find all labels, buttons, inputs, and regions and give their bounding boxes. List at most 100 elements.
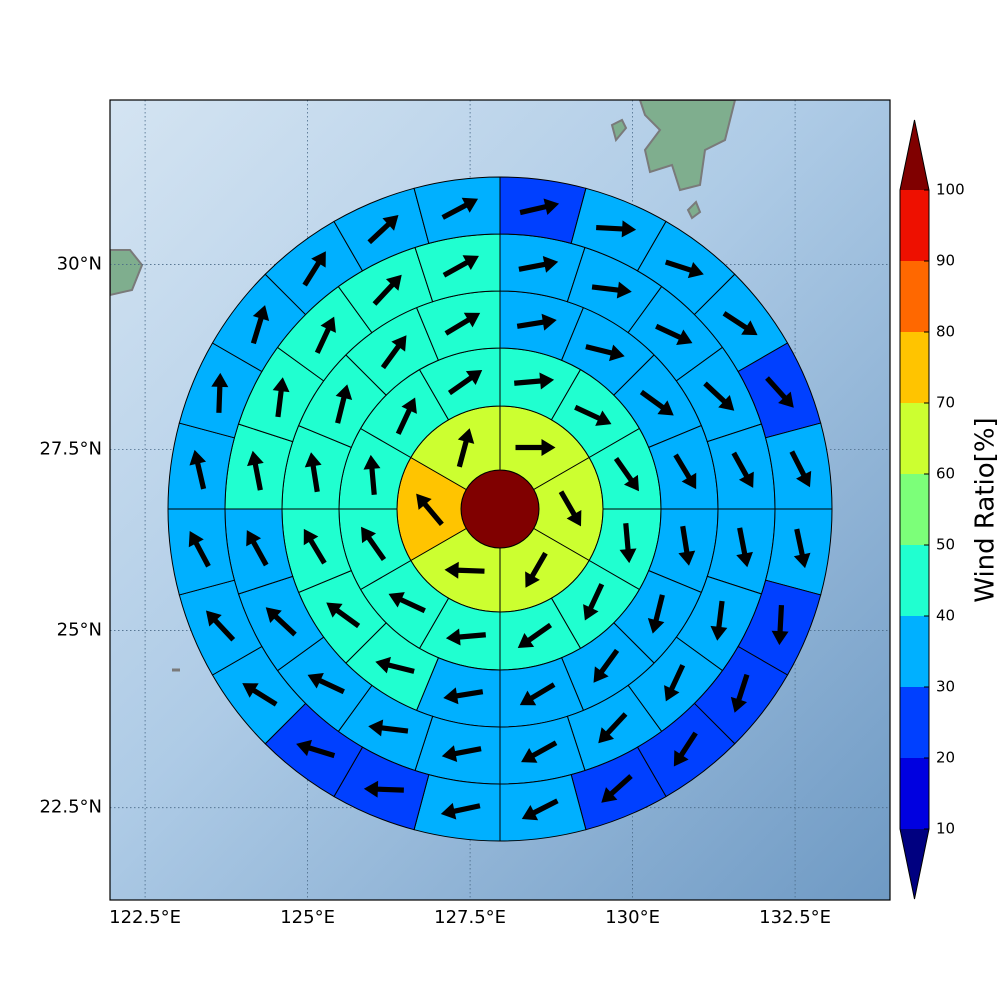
wind-arrow — [442, 255, 479, 278]
colorbar-extend-min — [900, 829, 929, 899]
wind-arrow — [416, 493, 444, 526]
wind-arrow — [736, 527, 753, 568]
colorbar-tick-label: 40 — [936, 607, 955, 625]
colorbar-segment — [900, 261, 929, 332]
wind-arrow — [444, 561, 485, 579]
colorbar-tick-label: 50 — [936, 536, 955, 554]
wind-arrow — [619, 523, 637, 564]
polar-grid — [167, 176, 833, 842]
wind-arrow — [205, 610, 236, 642]
wind-arrow — [211, 372, 229, 413]
wind-arrow — [664, 259, 704, 279]
wind-arrow — [593, 648, 620, 683]
wind-arrow — [242, 683, 278, 707]
colorbar-extend-max — [900, 120, 929, 190]
wind-arrow — [673, 731, 698, 767]
wind-arrow — [613, 456, 639, 492]
wind-arrow — [583, 583, 605, 621]
wind-arrow — [521, 740, 558, 763]
colorbar-tick-label: 80 — [936, 323, 955, 341]
colorbar-segment — [900, 190, 929, 261]
wind-arrow — [247, 450, 264, 491]
wind-arrow — [519, 682, 556, 706]
wind-arrow — [441, 197, 479, 220]
wind-arrow — [591, 281, 632, 299]
wind-arrow — [447, 370, 483, 396]
x-tick-label: 130°E — [605, 907, 660, 928]
colorbar-segment — [900, 616, 929, 687]
wind-arrow — [518, 256, 559, 273]
wind-arrow — [246, 530, 269, 567]
wind-arrow — [188, 530, 211, 568]
wind-arrow — [558, 490, 582, 527]
wind-arrow — [596, 220, 637, 238]
grid-cell — [765, 508, 833, 596]
wind-arrow — [703, 381, 735, 411]
colorbar-segment — [900, 332, 929, 403]
colorbar-segment — [900, 545, 929, 616]
wind-arrow — [302, 251, 326, 287]
colorbar-segment — [900, 758, 929, 829]
y-tick-label: 22.5°N — [39, 797, 102, 818]
wind-arrow — [361, 526, 387, 562]
wind-arrow — [367, 214, 399, 245]
wind-arrow — [445, 628, 486, 646]
wind-arrow — [303, 528, 327, 565]
wind-arrow — [272, 377, 290, 418]
wind-arrow — [250, 305, 270, 345]
wind-arrow — [655, 323, 693, 345]
y-tick-label: 30°N — [57, 253, 102, 274]
wind-arrow — [372, 274, 402, 306]
wind-arrow — [380, 335, 407, 370]
colorbar-tick-label: 100 — [936, 181, 965, 199]
wind-arrow — [189, 449, 207, 490]
wind-arrow — [296, 739, 336, 759]
wind-arrow — [456, 428, 475, 468]
wind-arrow — [519, 198, 560, 216]
colorbar-label: Wind Ratio[%] — [971, 417, 1000, 602]
wind-arrow — [765, 376, 794, 408]
wind-arrow — [335, 384, 353, 424]
wind-arrow — [375, 656, 415, 674]
wind-arrow — [521, 798, 559, 821]
grid-cell — [499, 176, 587, 244]
wind-arrow — [314, 316, 336, 354]
x-tick-label: 122.5°E — [109, 907, 181, 928]
wind-arrows — [188, 197, 812, 821]
wind-arrow — [664, 664, 686, 702]
wind-arrow — [789, 450, 812, 488]
colorbar-segment — [900, 474, 929, 545]
x-tick-label: 125°E — [280, 907, 335, 928]
wind-arrow — [304, 452, 322, 493]
colorbar-tick-label: 90 — [936, 252, 955, 270]
wind-arrow — [265, 607, 297, 637]
colorbar-tick-label: 70 — [936, 394, 955, 412]
y-tick-label: 27.5°N — [39, 439, 102, 460]
colorbar-tick-label: 30 — [936, 678, 955, 696]
wind-arrow — [793, 528, 811, 569]
wind-arrow — [585, 344, 625, 362]
wind-arrow — [601, 774, 633, 803]
colorbar-segment — [900, 687, 929, 758]
wind-arrow — [517, 622, 553, 648]
wind-arrow — [771, 605, 789, 646]
wind-arrow — [722, 311, 758, 336]
wind-arrow — [731, 451, 754, 488]
wind-arrow — [673, 453, 697, 490]
wind-arrow — [363, 454, 381, 495]
y-tick-label: 25°N — [57, 619, 102, 640]
axes: 122.5°E 125°E 127.5°E 130°E 132.5°E 22.5°N 25°… — [39, 253, 831, 928]
wind-arrow — [440, 802, 481, 820]
wind-arrow — [443, 687, 484, 705]
wind-arrow — [598, 712, 628, 744]
x-tick-label: 127.5°E — [434, 907, 506, 928]
wind-arrow — [444, 312, 481, 336]
wind-arrow — [647, 594, 665, 634]
colorbar-tick-label: 60 — [936, 465, 955, 483]
wind-arrow — [441, 745, 482, 762]
wind-arrow — [514, 372, 555, 390]
wind-arrow — [516, 313, 557, 331]
grid-cell — [413, 774, 501, 842]
wind-arrow — [525, 551, 548, 588]
